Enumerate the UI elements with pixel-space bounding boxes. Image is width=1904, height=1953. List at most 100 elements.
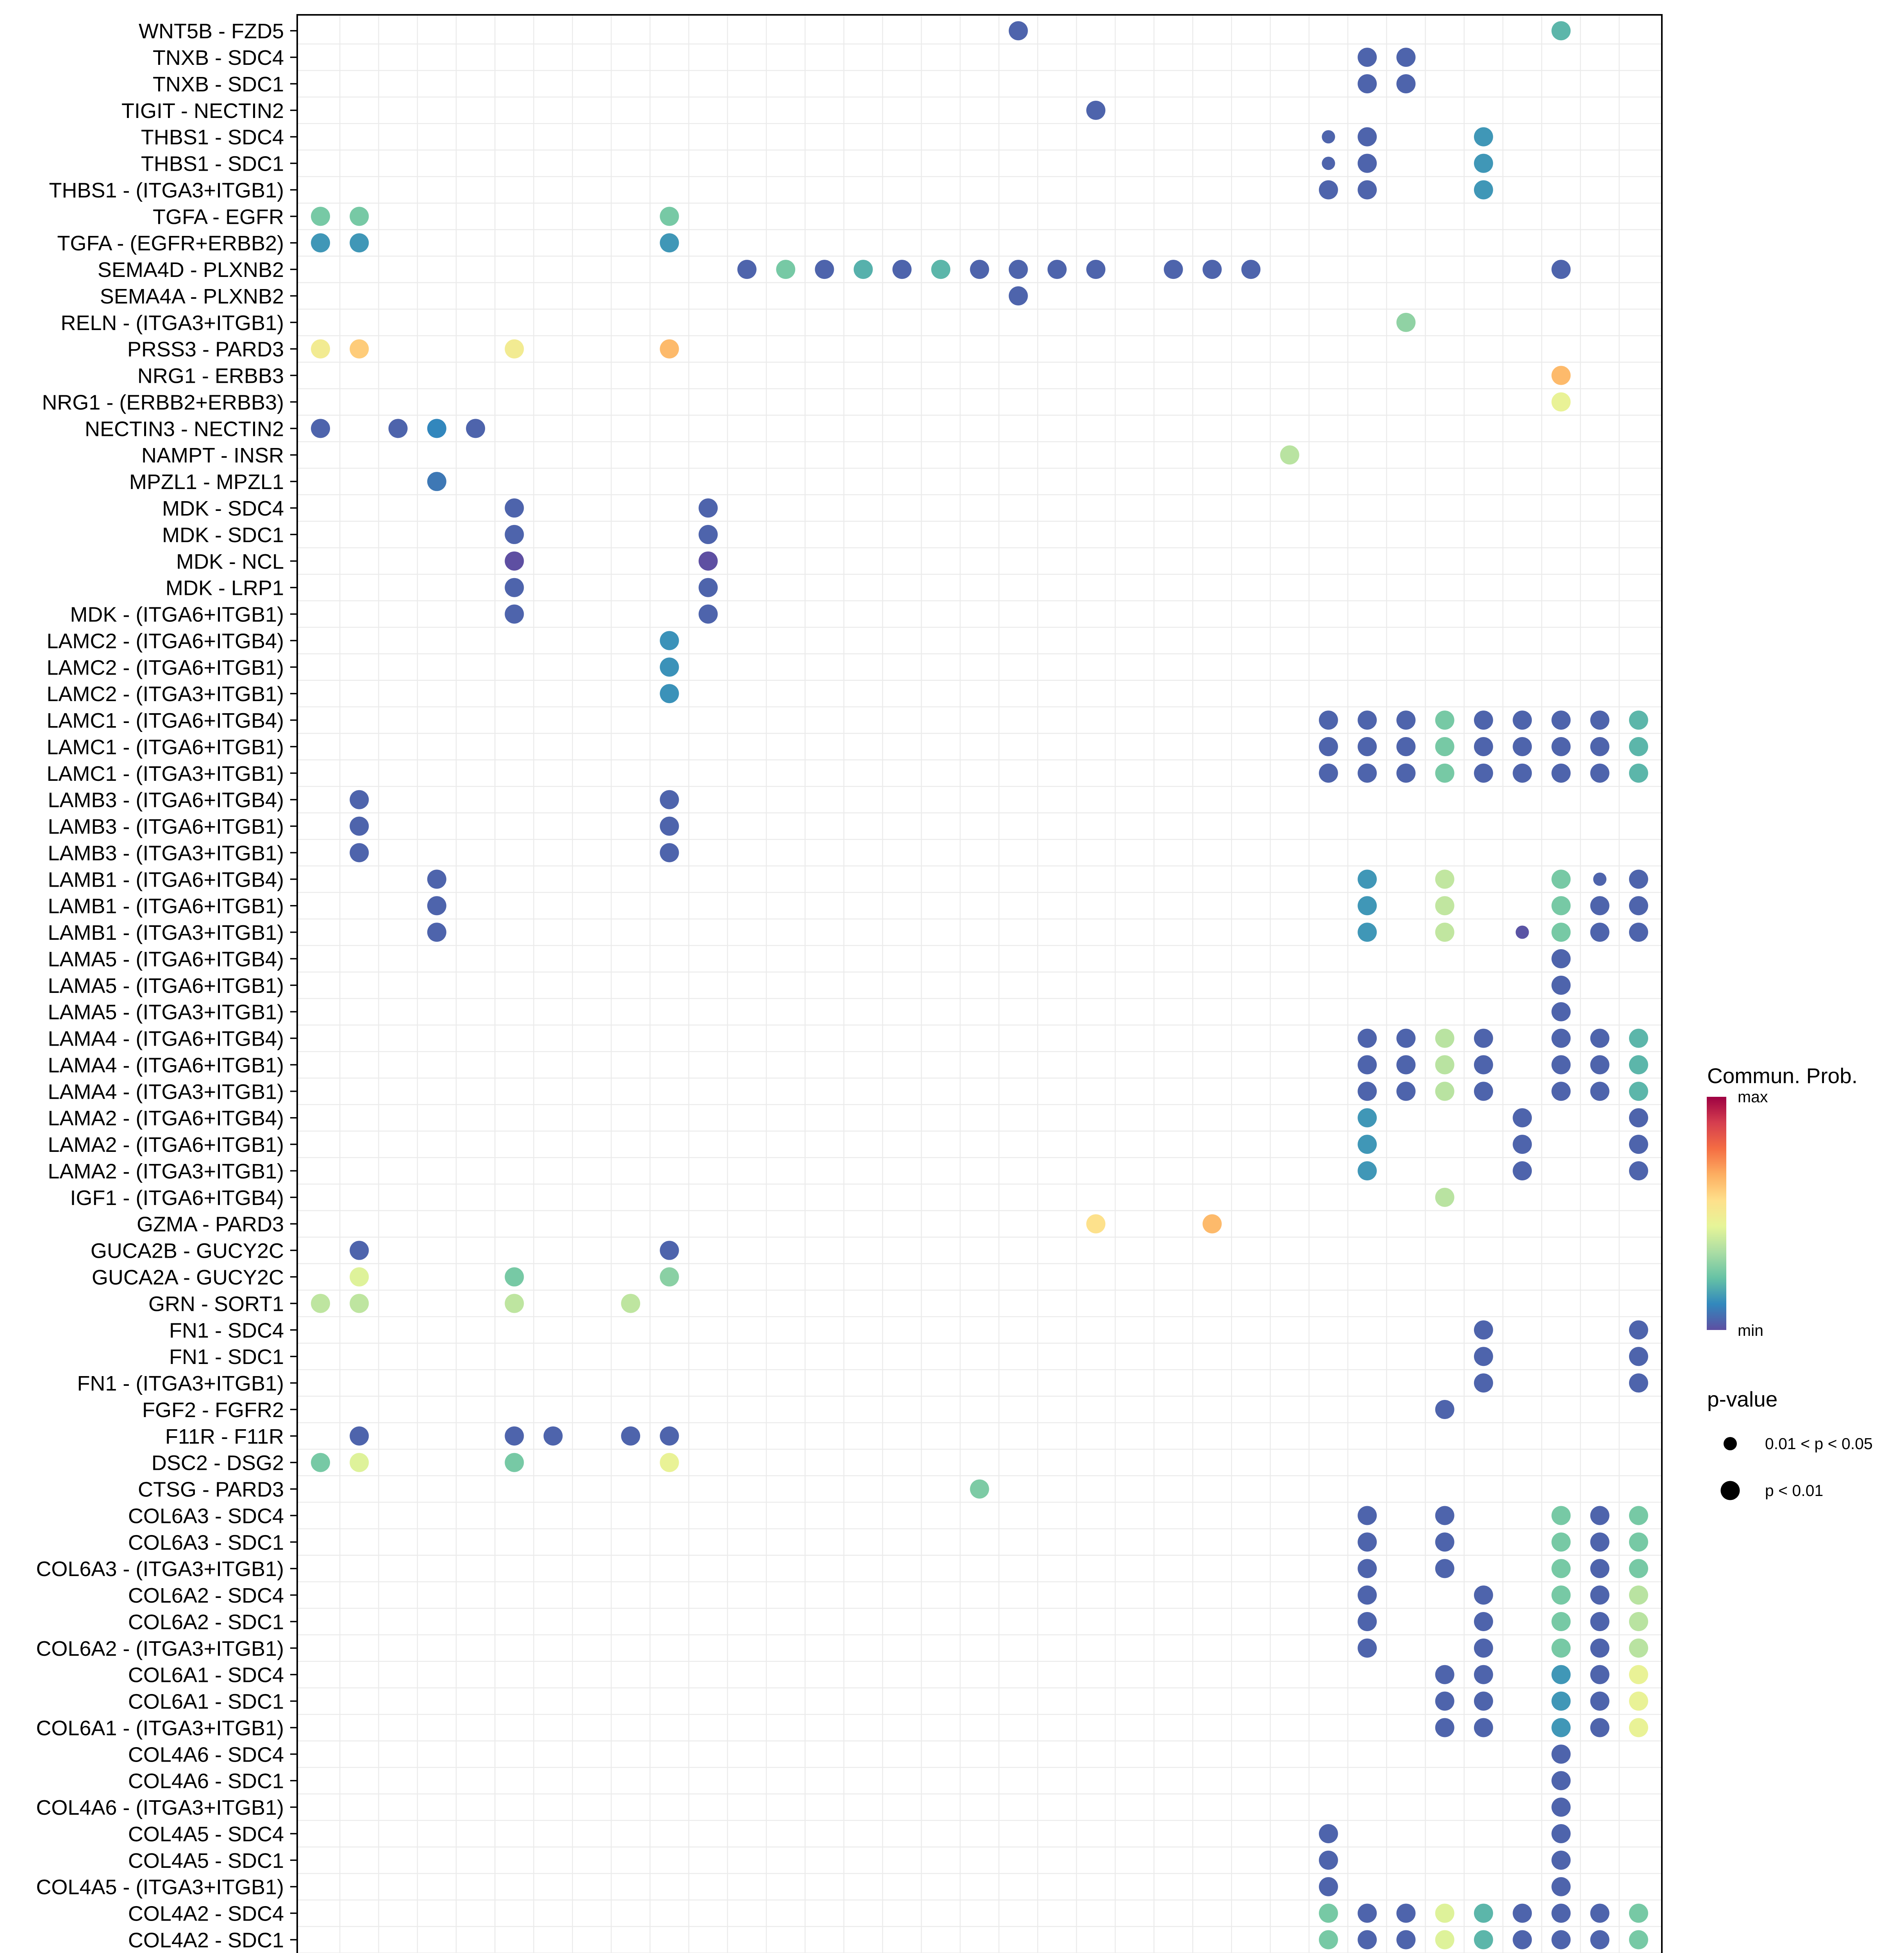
y-tick-label: COL6A2 - (ITGA3+ITGB1) [36, 1637, 284, 1660]
bubble [1319, 1824, 1338, 1844]
bubble [1396, 737, 1416, 756]
bubble [466, 419, 485, 438]
plot-panel-border [296, 14, 1663, 1953]
bubble [505, 339, 524, 359]
bubble [698, 578, 718, 597]
y-tick-label: COL6A3 - SDC4 [128, 1504, 284, 1528]
bubble [1551, 711, 1571, 730]
bubble [1358, 1055, 1377, 1075]
bubble [1551, 1877, 1571, 1896]
bubble [1435, 1506, 1454, 1525]
bubble [1551, 1930, 1571, 1949]
bubble [660, 684, 679, 703]
y-tick-label: LAMC2 - (ITGA6+ITGB4) [46, 629, 284, 653]
bubble [1435, 1718, 1454, 1737]
bubble [311, 1453, 330, 1472]
bubble [1629, 1082, 1648, 1101]
bubble [1086, 260, 1106, 279]
bubble [1590, 1559, 1610, 1578]
bubble [1590, 1532, 1610, 1552]
bubble [350, 1294, 369, 1313]
bubble [698, 551, 718, 571]
y-tick-label: MPZL1 - MPZL1 [129, 470, 284, 494]
y-tick-label: LAMB1 - (ITGA6+ITGB4) [48, 868, 284, 891]
y-tick-label: LAMB1 - (ITGA6+ITGB1) [48, 894, 284, 918]
y-tick-label: LAMA2 - (ITGA3+ITGB1) [48, 1160, 284, 1183]
bubble [660, 816, 679, 836]
bubble [1474, 737, 1493, 756]
bubble [1396, 74, 1416, 93]
bubble [1551, 1798, 1571, 1817]
y-tick-label: LAMA4 - (ITGA6+ITGB4) [48, 1027, 284, 1051]
bubble [698, 498, 718, 518]
bubble [1629, 1691, 1648, 1711]
bubble [1551, 1718, 1571, 1737]
bubble [892, 260, 912, 279]
bubble [1319, 1903, 1338, 1923]
bubble [1358, 1532, 1377, 1552]
bubble [1358, 74, 1377, 93]
size-legend-key-large [1720, 1481, 1740, 1500]
bubble [1551, 1055, 1571, 1075]
bubble [1319, 763, 1338, 783]
bubble [660, 1426, 679, 1446]
bubble [1629, 1903, 1648, 1923]
bubble [1435, 1028, 1454, 1048]
bubble [1629, 1135, 1648, 1154]
bubble [1551, 737, 1571, 756]
bubble [1474, 763, 1493, 783]
bubble [1358, 1135, 1377, 1154]
bubble [1551, 1506, 1571, 1525]
y-tick-label: COL6A3 - (ITGA3+ITGB1) [36, 1557, 284, 1581]
bubble [1629, 1718, 1648, 1737]
bubble [1008, 260, 1028, 279]
bubble [1629, 1028, 1648, 1048]
bubble [1086, 1214, 1106, 1234]
bubble [1590, 1691, 1610, 1711]
bubble [1474, 1665, 1493, 1684]
bubble [737, 260, 757, 279]
bubble [1358, 48, 1377, 67]
bubble [1629, 1055, 1648, 1075]
y-tick-label: COL4A6 - (ITGA3+ITGB1) [36, 1796, 284, 1819]
bubble [1319, 737, 1338, 756]
bubble [815, 260, 834, 279]
bubble [1551, 1744, 1571, 1764]
bubble [1551, 763, 1571, 783]
y-tick-label: LAMA4 - (ITGA6+ITGB1) [48, 1053, 284, 1077]
bubble [311, 207, 330, 226]
y-tick-label: FGF2 - FGFR2 [142, 1398, 284, 1422]
bubble [350, 1453, 369, 1472]
bubble [1474, 1028, 1493, 1048]
bubble [1358, 1161, 1377, 1181]
y-tick-label: LAMA5 - (ITGA6+ITGB1) [48, 974, 284, 998]
bubble [1474, 154, 1493, 173]
y-tick-label: COL6A1 - (ITGA3+ITGB1) [36, 1716, 284, 1740]
y-tick-label: MDK - SDC1 [162, 523, 284, 547]
bubble [1590, 1930, 1610, 1949]
bubble [1474, 1930, 1493, 1949]
bubble [388, 419, 408, 438]
bubble [1590, 1903, 1610, 1923]
y-tick-label: PRSS3 - PARD3 [127, 338, 284, 361]
bubble [1435, 1055, 1454, 1075]
y-tick-label: NRG1 - (ERBB2+ERBB3) [42, 391, 284, 414]
bubble [505, 1453, 524, 1472]
y-tick-label: COL4A2 - SDC4 [128, 1902, 284, 1926]
bubble [1358, 763, 1377, 783]
y-tick-label: LAMC1 - (ITGA6+ITGB1) [46, 735, 284, 759]
bubble [1551, 1559, 1571, 1578]
y-tick-label: LAMC1 - (ITGA6+ITGB4) [46, 709, 284, 732]
bubble [1358, 1585, 1377, 1605]
size-legend-key-small [1724, 1437, 1737, 1450]
bubble [1435, 1082, 1454, 1101]
bubble [350, 339, 369, 359]
y-tick-label: LAMB3 - (ITGA6+ITGB1) [48, 815, 284, 839]
y-tick-label: CTSG - PARD3 [138, 1478, 284, 1501]
bubble [1358, 711, 1377, 730]
bubble [1551, 869, 1571, 889]
bubble [1515, 925, 1529, 939]
bubble [1358, 154, 1377, 173]
bubble [1435, 1532, 1454, 1552]
